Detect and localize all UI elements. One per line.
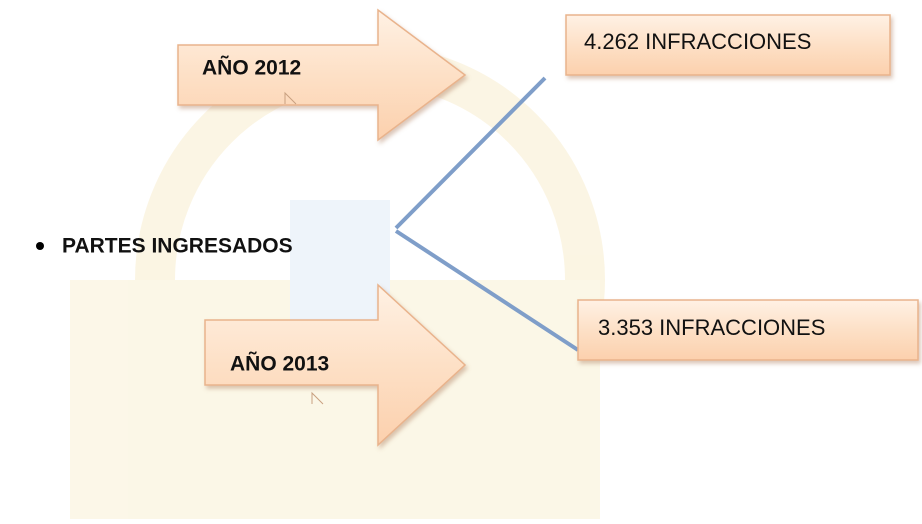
year-label: AÑO 2013	[230, 353, 329, 376]
bullet-dot	[36, 242, 44, 250]
result-label: 3.353 INFRACCIONES	[598, 315, 825, 340]
page: AÑO 2012 AÑO 2013 4.262 INFRACCIONES 3.3…	[0, 0, 922, 519]
diagram: AÑO 2012 AÑO 2013 4.262 INFRACCIONES 3.3…	[0, 0, 922, 519]
bullet-text: PARTES INGRESADOS	[62, 235, 293, 258]
result-label: 4.262 INFRACCIONES	[584, 29, 811, 54]
watermark	[70, 65, 600, 519]
year-label: AÑO 2012	[202, 57, 301, 80]
